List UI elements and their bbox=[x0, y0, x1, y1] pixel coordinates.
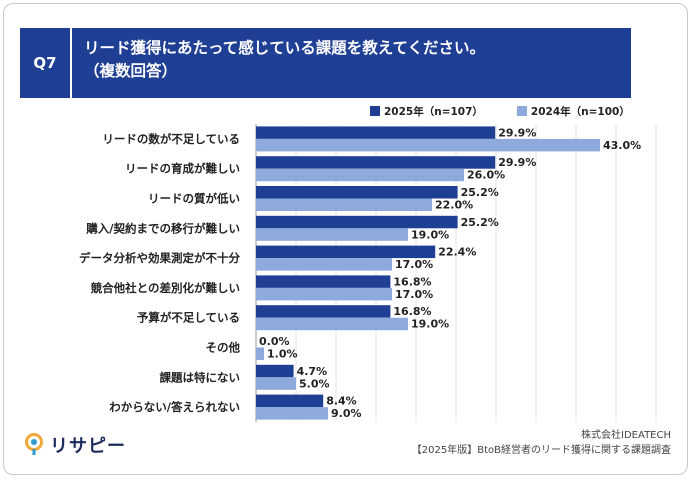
category-label: 購入/契約までの移行が難しい bbox=[85, 221, 240, 235]
bar-2024 bbox=[256, 258, 392, 271]
data-label-2025: 22.4% bbox=[438, 246, 476, 259]
data-label-2025: 16.8% bbox=[393, 275, 431, 288]
bar-2024 bbox=[256, 168, 464, 182]
data-label-2025: 8.4% bbox=[326, 395, 357, 408]
legend-item-2024: 2024年（n=100） bbox=[516, 104, 630, 119]
category-label: データ分析や効果測定が不十分 bbox=[79, 251, 240, 265]
data-label-2025: 16.8% bbox=[393, 305, 431, 318]
question-title: リード獲得にあたって感じている課題を教えてください。 （複数回答） bbox=[84, 37, 621, 83]
data-label-2024: 26.0% bbox=[467, 169, 505, 182]
lightbulb-logo-icon bbox=[25, 433, 43, 455]
bar-2025 bbox=[256, 215, 458, 229]
legend-swatch-2025 bbox=[370, 106, 380, 116]
bar-2025 bbox=[256, 394, 324, 408]
bar-2024 bbox=[256, 407, 328, 420]
source-company: 株式会社IDEATECH bbox=[581, 430, 671, 441]
data-label-2025: 25.2% bbox=[461, 186, 499, 199]
category-label: 課題は特にない bbox=[160, 370, 241, 384]
category-label: その他 bbox=[206, 341, 241, 355]
category-label: リードの質が低い bbox=[148, 192, 240, 206]
bar-2024 bbox=[256, 287, 392, 301]
legend-label-2025: 2025年（n=107） bbox=[384, 105, 483, 118]
data-label-2025: 29.9% bbox=[498, 126, 536, 139]
data-label-2024: 19.0% bbox=[411, 228, 449, 241]
data-label-2024: 17.0% bbox=[395, 288, 433, 301]
bar-2025 bbox=[256, 126, 496, 139]
bar-2025 bbox=[256, 305, 391, 318]
source-credit: 株式会社IDEATECH 【2025年版】BtoB経営者のリード獲得に関する課題… bbox=[412, 428, 671, 458]
data-label-2024: 22.0% bbox=[435, 199, 473, 212]
brand-logo: リサピー bbox=[24, 432, 126, 458]
legend-swatch-2024 bbox=[516, 106, 527, 116]
brand-logo-text: リサピー bbox=[50, 436, 126, 457]
bar-2024 bbox=[256, 228, 408, 241]
legend-label-2024: 2024年（n=100） bbox=[530, 105, 630, 118]
bar-2025 bbox=[256, 245, 436, 259]
bar-2024 bbox=[256, 198, 432, 211]
data-label-2024: 17.0% bbox=[395, 258, 433, 271]
data-label-2024: 1.0% bbox=[267, 348, 298, 361]
bar-2024 bbox=[256, 317, 408, 331]
bar-2024 bbox=[256, 377, 296, 390]
category-label: リードの育成が難しい bbox=[125, 162, 240, 176]
question-header: Q7 リード獲得にあたって感じている課題を教えてください。 （複数回答） bbox=[20, 28, 631, 98]
data-label-2024: 9.0% bbox=[331, 407, 362, 420]
category-label: わからない/答えられない bbox=[109, 400, 240, 414]
data-label-2025: 29.9% bbox=[498, 156, 536, 169]
bar-2025 bbox=[256, 186, 458, 199]
category-label: 予算が不足している bbox=[137, 311, 240, 325]
chart-legend: 2025年（n=107） 2024年（n=100） bbox=[370, 103, 664, 119]
data-label-2025: 0.0% bbox=[259, 335, 290, 348]
data-label-2025: 25.2% bbox=[461, 216, 499, 229]
question-number-badge: Q7 bbox=[20, 28, 72, 98]
legend-item-2025: 2025年（n=107） bbox=[370, 104, 483, 119]
data-label-2024: 19.0% bbox=[411, 318, 449, 331]
bar-2025 bbox=[256, 275, 391, 288]
question-title-line1: リード獲得にあたって感じている課題を教えてください。 bbox=[84, 39, 485, 57]
category-label: 競合他社との差別化が難しい bbox=[91, 281, 240, 295]
category-label: リードの数が不足している bbox=[102, 132, 240, 146]
bar-2025 bbox=[256, 156, 496, 169]
bar-2025 bbox=[256, 364, 294, 378]
bar-2024 bbox=[256, 138, 600, 152]
data-label-2024: 43.0% bbox=[603, 139, 641, 152]
source-survey-title: 【2025年版】BtoB経営者のリード獲得に関する課題調査 bbox=[411, 445, 671, 456]
data-label-2024: 5.0% bbox=[299, 377, 330, 390]
question-title-line2: （複数回答） bbox=[84, 62, 178, 80]
data-label-2025: 4.7% bbox=[297, 365, 328, 378]
bar-2024 bbox=[256, 347, 264, 360]
